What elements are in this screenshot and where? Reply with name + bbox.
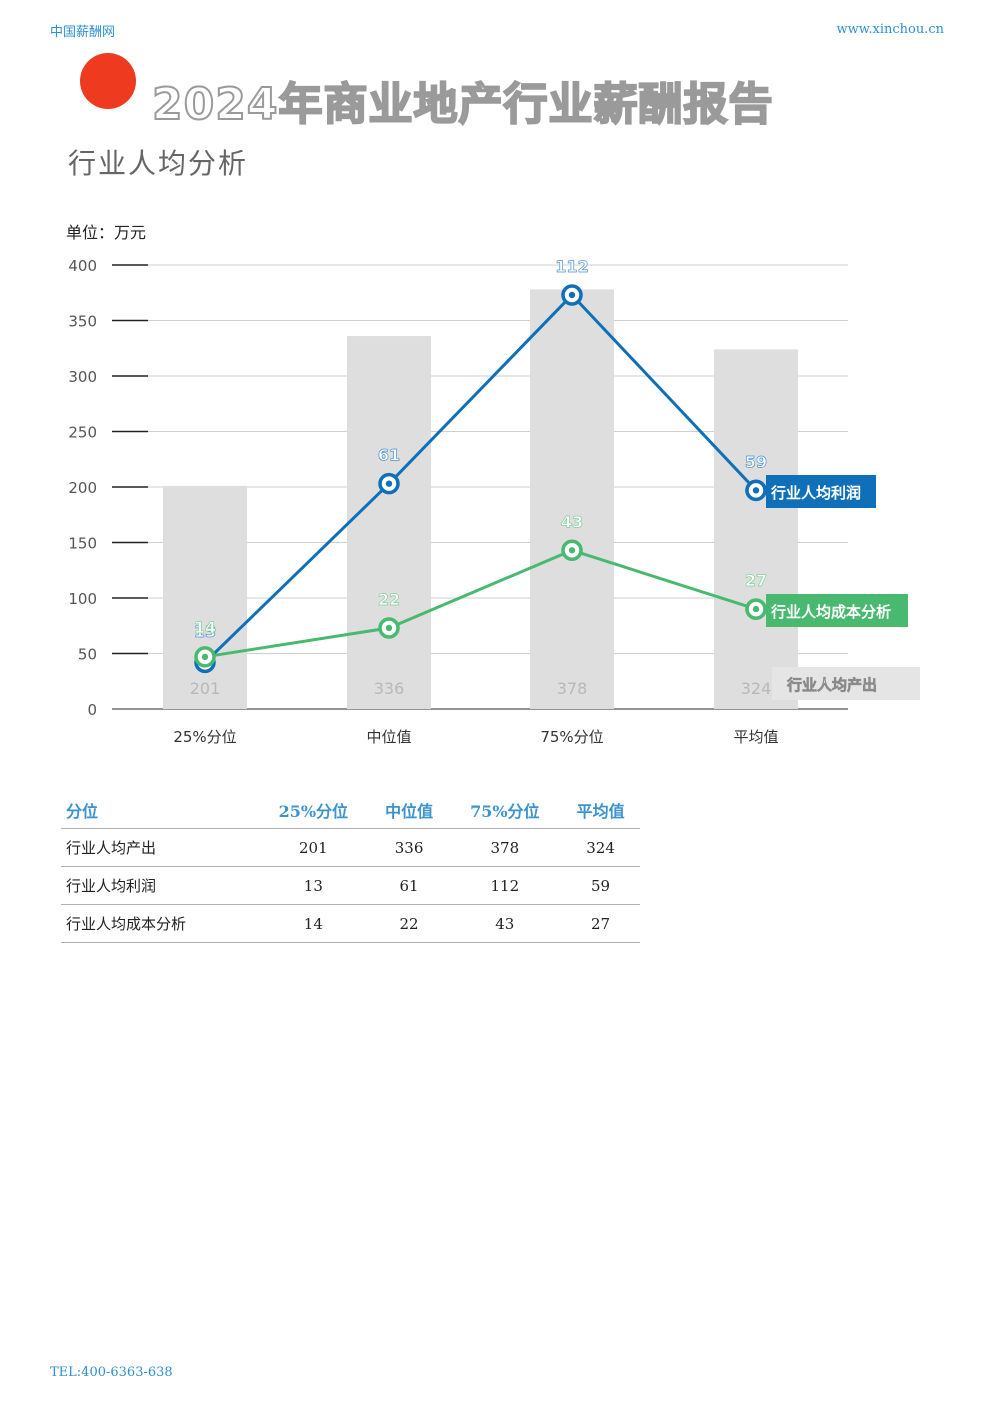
bar-data-label: 201	[190, 679, 221, 698]
x-tick-label: 75%分位	[540, 728, 603, 746]
table-header-cell: 分位	[61, 792, 257, 829]
red-dot-icon	[80, 53, 136, 109]
bar-legend-label: 行业人均产出	[786, 676, 877, 694]
series-line	[203, 293, 758, 664]
y-tick-label: 400	[68, 257, 97, 275]
data-point-center	[752, 487, 760, 494]
table-header-cell: 中位值	[369, 792, 449, 829]
line-data-label: 112	[555, 257, 588, 276]
x-tick-label: 平均值	[733, 728, 778, 746]
y-tick-label: 350	[68, 313, 97, 331]
data-point-center	[385, 624, 393, 632]
data-point-center	[201, 653, 209, 661]
bar-data-label: 336	[374, 679, 405, 698]
bar-legend-box	[772, 667, 920, 700]
line-legend-box	[766, 594, 908, 627]
y-tick-label: 150	[68, 535, 97, 553]
table-cell: 27	[561, 904, 640, 943]
table-cell: 61	[369, 866, 449, 905]
table-cell: 行业人均利润	[61, 866, 257, 905]
site-url[interactable]: www.xinchou.cn	[836, 22, 944, 37]
x-tick-label: 中位值	[366, 728, 411, 746]
line-data-label: 27	[745, 571, 767, 590]
table-header-cell: 25%分位	[257, 792, 370, 829]
bar	[347, 336, 431, 709]
combo-chart: 0 50 100 150 200 250 300 350 400 25%分位 中位值 75%分位 平均…	[68, 257, 920, 746]
table-row: 行业人均利润 13 61 112 59	[61, 866, 640, 905]
report-title: 2024年商业地产行业薪酬报告	[151, 78, 774, 131]
bar-data-label: 378	[557, 679, 588, 698]
table-header-cell: 75%分位	[448, 792, 562, 829]
data-table: 分位 25%分位 中位值 75%分位 平均值 行业人均产出 201 336 378 324 行业人…	[61, 792, 640, 943]
table-cell: 13	[257, 866, 370, 905]
y-tick-label: 250	[68, 424, 97, 442]
bar	[530, 289, 614, 709]
table-cell: 14	[257, 904, 370, 943]
table-cell: 59	[561, 866, 640, 905]
table-header-cell: 平均值	[561, 792, 640, 829]
footer-tel: TEL:400-6363-638	[50, 1365, 173, 1380]
data-point-center	[568, 547, 576, 554]
table-cell: 22	[369, 904, 449, 943]
unit-label: 单位：万元	[66, 223, 147, 242]
table-cell: 行业人均成本分析	[61, 904, 257, 943]
line-legend-box	[766, 475, 876, 508]
table-cell: 112	[448, 866, 562, 905]
table-cell: 336	[369, 828, 449, 867]
table-cell: 378	[448, 828, 562, 867]
table-cell: 324	[561, 828, 640, 867]
line-data-label: 59	[745, 452, 767, 471]
line-legend-label: 行业人均利润	[770, 484, 861, 502]
line-data-label: 13	[194, 622, 216, 641]
bar	[163, 485, 247, 709]
line-data-label: 61	[378, 446, 400, 465]
y-tick-label: 0	[87, 701, 97, 719]
x-tick-label: 25%分位	[173, 728, 236, 746]
table-cell: 201	[257, 828, 370, 867]
section-subtitle: 行业人均分析	[68, 147, 249, 180]
line-data-label: 22	[378, 590, 400, 609]
line-data-label: 14	[194, 618, 216, 637]
data-point-center	[752, 605, 760, 613]
site-name: 中国薪酬网	[50, 25, 116, 40]
line-legend-label: 行业人均成本分析	[770, 603, 891, 621]
table-row: 行业人均产出 201 336 378 324	[61, 828, 640, 867]
y-tick-label: 50	[78, 646, 97, 664]
table-row: 行业人均成本分析 14 22 43 27	[61, 904, 640, 943]
bar-data-label: 324	[741, 679, 772, 698]
series-line	[204, 548, 757, 659]
table-cell: 行业人均产出	[61, 828, 257, 867]
bar	[714, 349, 798, 709]
table-header-row: 分位 25%分位 中位值 75%分位 平均值	[61, 792, 640, 829]
line-data-label: 43	[561, 512, 583, 531]
y-tick-label: 200	[68, 479, 97, 497]
data-point-center	[385, 480, 393, 487]
y-tick-label: 100	[68, 590, 97, 608]
data-point-center	[568, 291, 576, 299]
y-tick-label: 300	[68, 368, 97, 386]
table-cell: 43	[448, 904, 562, 943]
